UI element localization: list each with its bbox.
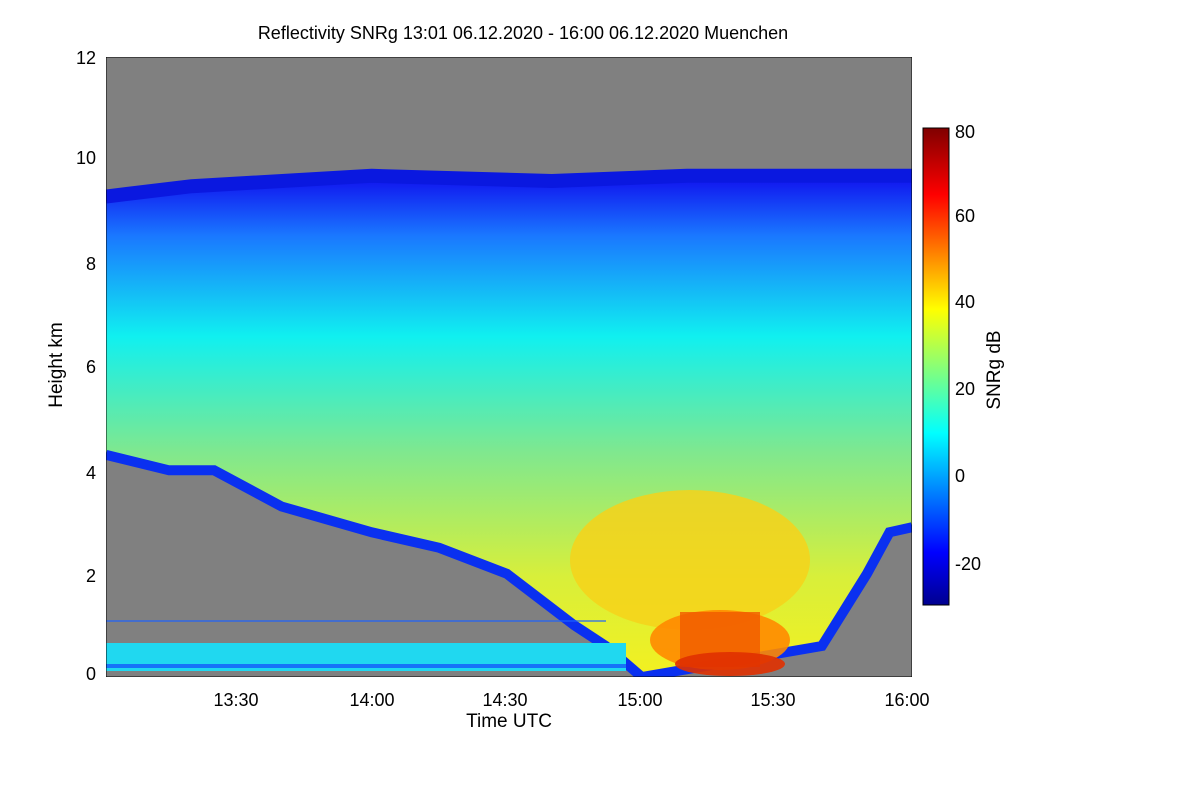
- y-tick-label: 4: [86, 463, 96, 483]
- y-axis-label: Height km: [46, 322, 67, 408]
- surface-max: [675, 652, 785, 676]
- plot-area: [106, 57, 912, 677]
- y-tick-label: 0: [86, 664, 96, 684]
- echo-top-edge: [106, 168, 912, 204]
- x-tick-label: 15:00: [617, 690, 662, 710]
- x-axis-label: Time UTC: [466, 711, 552, 732]
- x-axis: 13:30 14:00 14:30 15:00 15:30 16:00 Time…: [213, 690, 929, 732]
- noise-line: [106, 620, 606, 622]
- colorbar-tick-label: 40: [955, 292, 975, 312]
- colorbar-tick-label: 80: [955, 122, 975, 142]
- echo-base-edge: [106, 449, 912, 677]
- colorbar-tick-label: 0: [955, 466, 965, 486]
- y-tick-label: 12: [76, 48, 96, 68]
- y-tick-label: 10: [76, 148, 96, 168]
- x-tick-label: 15:30: [750, 690, 795, 710]
- x-tick-label: 16:00: [884, 690, 929, 710]
- y-tick-label: 2: [86, 566, 96, 586]
- y-axis: 0 2 4 6 8 10 12 Height km: [46, 48, 96, 684]
- colorbar: -20 0 20 40 60 80 SNRg dB: [922, 122, 1005, 606]
- colorbar-gradient: [922, 127, 950, 606]
- y-tick-label: 6: [86, 357, 96, 377]
- colorbar-tick-label: 60: [955, 206, 975, 226]
- colorbar-tick-label: 20: [955, 379, 975, 399]
- melting-core-yellow: [570, 490, 810, 630]
- y-tick-label: 8: [86, 254, 96, 274]
- colorbar-tick-label: -20: [955, 554, 981, 574]
- x-tick-label: 13:30: [213, 690, 258, 710]
- x-tick-label: 14:00: [349, 690, 394, 710]
- colorbar-label: SNRg dB: [984, 330, 1005, 409]
- x-tick-label: 14:30: [482, 690, 527, 710]
- ground-clutter-line: [106, 664, 626, 668]
- chart-title: Reflectivity SNRg 13:01 06.12.2020 - 16:…: [258, 23, 788, 43]
